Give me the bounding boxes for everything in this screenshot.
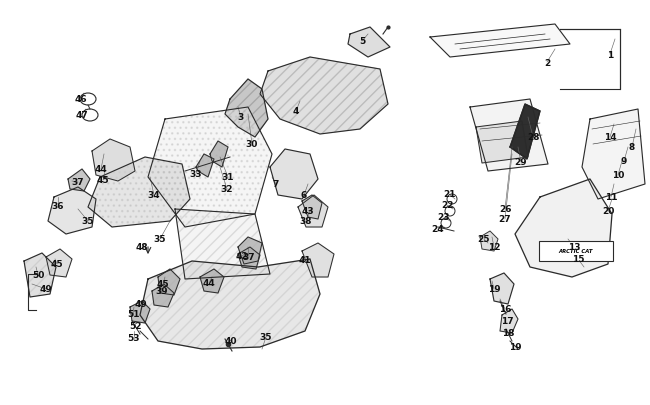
Polygon shape — [88, 158, 190, 228]
Polygon shape — [200, 269, 224, 293]
Text: 43: 43 — [302, 207, 315, 216]
Polygon shape — [48, 188, 96, 234]
Polygon shape — [470, 100, 548, 172]
Text: 41: 41 — [299, 256, 311, 265]
Text: 25: 25 — [478, 235, 490, 244]
Text: 38: 38 — [300, 217, 312, 226]
Text: 8: 8 — [629, 143, 635, 152]
Polygon shape — [196, 155, 214, 177]
Text: 37: 37 — [242, 253, 255, 262]
Text: 4: 4 — [292, 107, 299, 116]
Polygon shape — [270, 149, 318, 200]
Text: 28: 28 — [526, 133, 539, 142]
Polygon shape — [430, 25, 570, 58]
Text: 31: 31 — [222, 173, 234, 182]
Text: 35: 35 — [260, 333, 272, 342]
Text: 29: 29 — [515, 158, 527, 167]
Text: 39: 39 — [156, 287, 168, 296]
Polygon shape — [480, 231, 498, 252]
Polygon shape — [582, 110, 645, 200]
Text: 14: 14 — [604, 133, 616, 142]
Text: 1: 1 — [607, 50, 613, 60]
Text: 45: 45 — [157, 280, 169, 289]
Text: 10: 10 — [612, 171, 624, 180]
Text: 48: 48 — [136, 243, 148, 252]
Text: 19: 19 — [488, 285, 500, 294]
Text: 52: 52 — [129, 322, 141, 331]
Text: 16: 16 — [499, 305, 512, 314]
Text: 44: 44 — [203, 279, 215, 288]
FancyBboxPatch shape — [539, 241, 613, 261]
Polygon shape — [515, 179, 612, 277]
Text: 18: 18 — [502, 329, 514, 338]
Text: 53: 53 — [128, 334, 140, 343]
Text: 34: 34 — [148, 191, 161, 200]
Text: 9: 9 — [621, 157, 627, 166]
Text: 2: 2 — [544, 58, 550, 67]
Polygon shape — [238, 247, 260, 269]
Text: 37: 37 — [72, 178, 84, 187]
Text: ARCTIC CAT: ARCTIC CAT — [559, 249, 593, 254]
Polygon shape — [476, 122, 528, 164]
Polygon shape — [500, 309, 518, 333]
Polygon shape — [298, 196, 328, 228]
Text: 11: 11 — [604, 193, 617, 202]
Text: 35: 35 — [82, 217, 94, 226]
Polygon shape — [46, 249, 72, 277]
Text: 35: 35 — [154, 235, 166, 244]
Text: 30: 30 — [246, 140, 258, 149]
Text: 7: 7 — [273, 180, 280, 189]
Polygon shape — [210, 142, 228, 168]
Text: 23: 23 — [437, 213, 450, 222]
Text: 33: 33 — [190, 170, 202, 179]
Polygon shape — [152, 284, 174, 307]
Polygon shape — [68, 170, 90, 192]
Text: 44: 44 — [95, 165, 107, 174]
Text: 36: 36 — [52, 202, 64, 211]
Text: 47: 47 — [75, 110, 88, 119]
Polygon shape — [225, 80, 268, 138]
Text: 42: 42 — [236, 252, 248, 261]
Text: 46: 46 — [75, 95, 87, 104]
Text: 45: 45 — [97, 176, 109, 185]
Text: 51: 51 — [127, 310, 139, 319]
Text: 40: 40 — [225, 337, 237, 345]
Polygon shape — [348, 28, 390, 58]
Text: 45: 45 — [51, 260, 63, 269]
Text: 50: 50 — [32, 271, 44, 280]
Text: 49: 49 — [40, 285, 53, 294]
Text: 12: 12 — [488, 243, 500, 252]
Polygon shape — [130, 301, 150, 323]
Polygon shape — [302, 196, 322, 220]
Text: 26: 26 — [499, 205, 512, 214]
Text: 3: 3 — [238, 113, 244, 122]
Text: 15: 15 — [572, 255, 584, 264]
Text: 49: 49 — [135, 300, 148, 309]
Polygon shape — [148, 108, 272, 228]
Text: 13: 13 — [567, 243, 580, 252]
Text: 19: 19 — [509, 343, 521, 352]
Polygon shape — [302, 243, 334, 277]
Text: 22: 22 — [441, 201, 453, 210]
Text: 5: 5 — [359, 37, 365, 47]
Polygon shape — [238, 237, 262, 264]
Polygon shape — [140, 259, 320, 349]
Polygon shape — [158, 269, 180, 295]
Polygon shape — [510, 105, 540, 160]
Text: 27: 27 — [499, 215, 512, 224]
Polygon shape — [490, 273, 514, 304]
Text: 6: 6 — [301, 191, 307, 200]
Polygon shape — [175, 209, 270, 279]
Text: 32: 32 — [221, 185, 233, 194]
Text: 20: 20 — [602, 207, 614, 216]
Text: 21: 21 — [443, 190, 455, 199]
Polygon shape — [260, 58, 388, 135]
Text: 24: 24 — [432, 225, 445, 234]
Text: 17: 17 — [500, 317, 514, 326]
Polygon shape — [92, 140, 135, 181]
Polygon shape — [24, 254, 56, 297]
